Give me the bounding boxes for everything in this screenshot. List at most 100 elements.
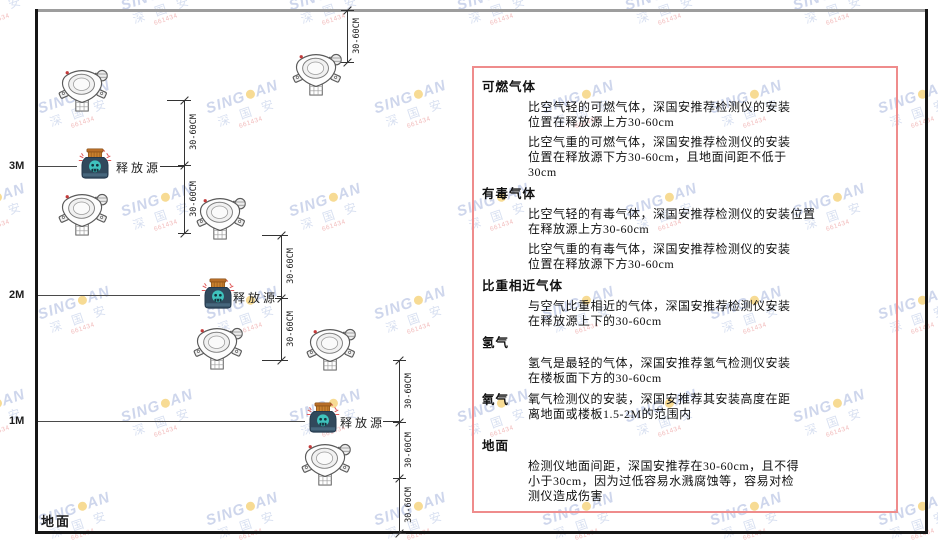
guideline-section: 有毒气体 比空气轻的有毒气体，深国安推荐检测仪的安装位置 在释放源上方30-60cm… xyxy=(482,186,884,272)
guideline-section: 氧气 氧气检测仪的安装，深国安推荐其安装高度在距 离地面或楼板1.5-2M的范围内 xyxy=(482,392,884,422)
watermark-cn: 深 国 安 xyxy=(215,95,280,130)
guideline-section: 可燃气体 比空气轻的可燃气体，深国安推荐检测仪的安装 位置在释放源上方30-60cm… xyxy=(482,79,884,180)
watermark-cn: 深 国 安 xyxy=(383,95,448,130)
guideline-line: 在楼板面下方的30-60cm xyxy=(528,371,662,385)
dimension-stub xyxy=(262,235,281,236)
height-label: 2M xyxy=(9,289,25,301)
height-line xyxy=(38,166,77,167)
dimension-line xyxy=(184,100,185,233)
dimension-stub xyxy=(383,421,399,422)
brand-dot-icon xyxy=(412,500,424,513)
guideline-line: 氧气检测仪的安装，深国安推荐其安装高度在距 xyxy=(528,392,791,406)
brand-dot-icon xyxy=(412,88,424,101)
release-source-icon xyxy=(200,277,236,313)
guideline-line: 30cm xyxy=(528,165,557,179)
section-title: 可燃气体 xyxy=(482,80,537,94)
ground-label: 地面 xyxy=(41,514,72,529)
release-source-label: 释放源 xyxy=(116,161,162,175)
height-line xyxy=(38,421,305,422)
release-source-icon xyxy=(305,401,341,437)
dimension-label: 30-60CM xyxy=(404,432,414,468)
guideline-line: 比空气重的有毒气体，深国安推荐检测仪的安装 xyxy=(528,242,791,256)
guideline-line: 测仪造成伤害 xyxy=(528,489,604,503)
section-title: 氢气 xyxy=(482,336,510,350)
dimension-label: 30-60CM xyxy=(404,373,414,409)
release-source-label: 释放源 xyxy=(340,416,386,430)
dimension-label: 30-60CM xyxy=(286,248,296,284)
watermark-cn: 深 国 安 xyxy=(802,0,867,27)
guideline-paragraph: 比空气重的有毒气体，深国安推荐检测仪的安装 位置在释放源下方30-60cm xyxy=(528,242,884,272)
left-wall-line xyxy=(35,9,38,534)
guideline-section: 地面 检测仪地面间距，深国安推荐在30-60cm，且不得 小于30cm，因为过低容易… xyxy=(482,438,884,504)
gas-detector-icon xyxy=(292,52,342,96)
guidelines-panel: 可燃气体 比空气轻的可燃气体，深国安推荐检测仪的安装 位置在释放源上方30-60cm… xyxy=(472,66,898,513)
gas-detector-icon xyxy=(301,442,351,486)
guideline-line: 比空气轻的有毒气体，深国安推荐检测仪的安装位置 xyxy=(528,207,816,221)
guideline-line: 位置在释放源下方30-60cm xyxy=(528,257,675,271)
guideline-line: 在释放源上下的30-60cm xyxy=(528,314,662,328)
watermark-code: 661434 xyxy=(0,218,11,233)
watermark-cn: 深 国 安 xyxy=(130,0,195,27)
guideline-paragraph: 检测仪地面间距，深国安推荐在30-60cm，且不得 小于30cm，因为过低容易水溅… xyxy=(528,459,884,504)
guideline-line: 比空气重的可燃气体，深国安推荐检测仪的安装 xyxy=(528,135,791,149)
guideline-line: 小于30cm，因为过低容易水溅腐蚀等，容易对检 xyxy=(528,474,795,488)
brand-dot-icon xyxy=(244,88,256,101)
guideline-line: 离地面或楼板1.5-2M的范围内 xyxy=(528,407,692,421)
brand-dot-icon xyxy=(76,500,88,513)
watermark-code: 661434 xyxy=(406,321,432,336)
height-label: 3M xyxy=(9,160,25,172)
section-body: 氧气检测仪的安装，深国安推荐其安装高度在距 离地面或楼板1.5-2M的范围内 xyxy=(528,392,791,422)
guideline-paragraph: 氢气是最轻的气体，深国安推荐氢气检测仪安装 在楼板面下方的30-60cm xyxy=(528,356,884,386)
watermark-cn: 深 国 安 xyxy=(0,198,27,232)
guideline-line: 位置在释放源上方30-60cm xyxy=(528,115,675,129)
dimension-label: 30-60CM xyxy=(352,18,362,54)
brand-dot-icon xyxy=(76,294,88,307)
guideline-line: 位置在释放源下方30-60cm，且地面间距不低于 xyxy=(528,150,787,164)
section-title: 氧气 xyxy=(482,393,510,407)
dimension-stub xyxy=(277,296,282,297)
gas-detector-icon xyxy=(58,68,108,112)
release-source-icon xyxy=(77,147,113,183)
dimension-stub xyxy=(160,166,184,167)
watermark-cn: 深 国 安 xyxy=(466,0,531,27)
watermark-cn: 深 国 安 xyxy=(298,198,363,233)
brand-dot-icon xyxy=(0,397,3,410)
guideline-line: 与空气比重相近的气体，深国安推荐检测仪安装 xyxy=(528,299,791,313)
dimension-label: 30-60CM xyxy=(286,311,296,347)
guideline-paragraph: 比空气轻的有毒气体，深国安推荐检测仪的安装位置 在释放源上方30-60cm xyxy=(528,207,884,237)
watermark-code: 661434 xyxy=(321,218,347,233)
watermark-code: 661434 xyxy=(0,12,11,27)
brand-dot-icon xyxy=(159,191,171,204)
section-title: 比重相近气体 xyxy=(482,279,564,293)
guideline-paragraph: 氧气检测仪的安装，深国安推荐其安装高度在距 离地面或楼板1.5-2M的范围内 xyxy=(528,392,791,422)
guideline-section: 氢气氢气是最轻的气体，深国安推荐氢气检测仪安装 在楼板面下方的30-60cm xyxy=(482,335,884,386)
gas-detector-icon xyxy=(306,327,356,371)
gas-detector-icon xyxy=(196,196,246,240)
height-label: 1M xyxy=(9,415,25,427)
brand-dot-icon xyxy=(244,500,256,513)
guideline-section: 比重相近气体与空气比重相近的气体，深国安推荐检测仪安装 在释放源上下的30-60c… xyxy=(482,278,884,329)
release-source-label: 释放源 xyxy=(233,291,279,305)
watermark-cn: 深 国 安 xyxy=(383,507,448,541)
watermark-cn: 深 国 安 xyxy=(634,0,699,27)
